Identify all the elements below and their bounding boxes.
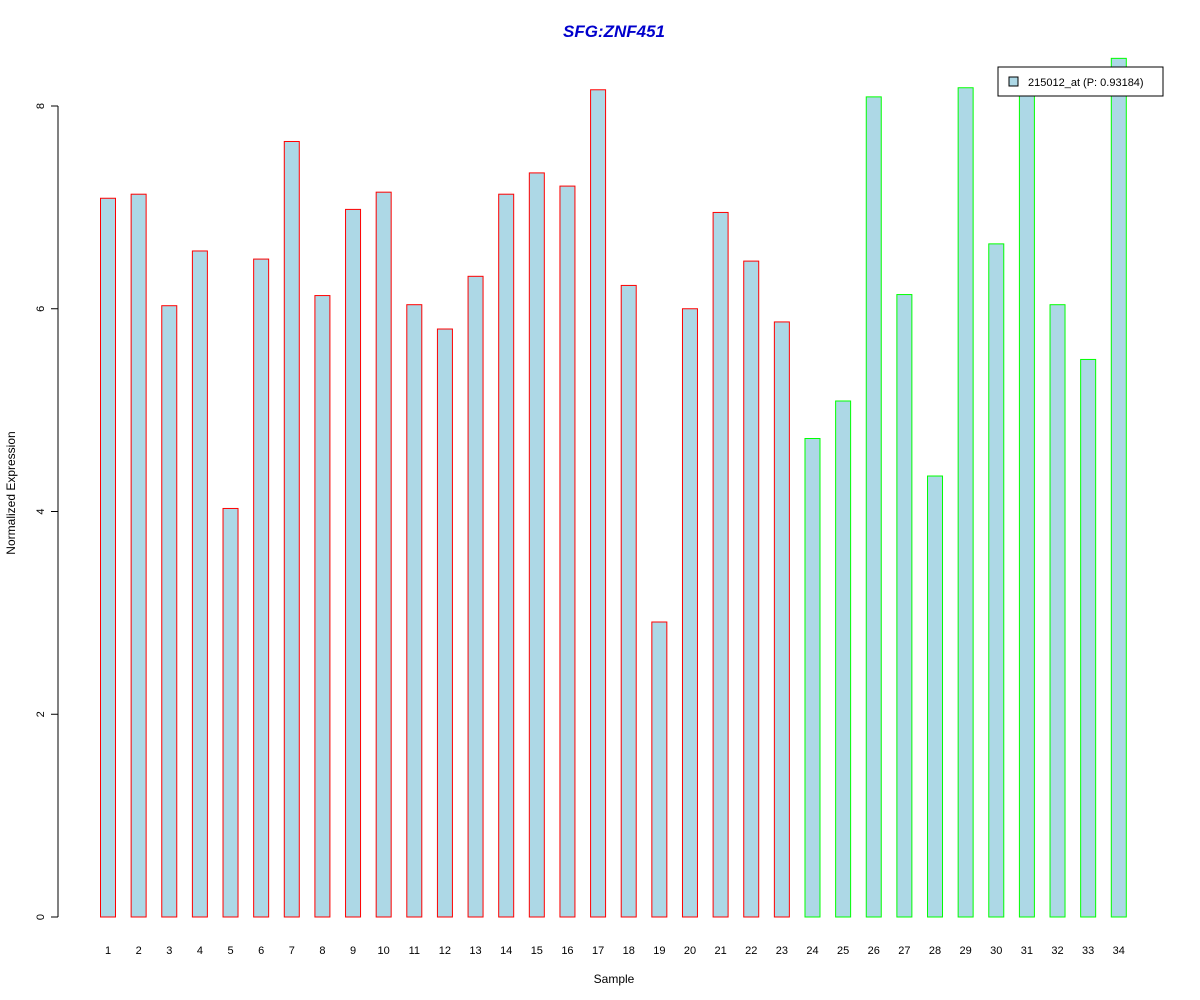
x-tick-label: 14 xyxy=(500,945,512,957)
bar xyxy=(559,185,576,918)
y-tick-label: 8 xyxy=(35,103,47,109)
bar xyxy=(406,304,423,918)
x-tick-label: 18 xyxy=(623,945,635,957)
bar xyxy=(253,258,270,918)
bar xyxy=(130,193,147,918)
x-tick-label: 16 xyxy=(561,945,573,957)
x-tick-label: 20 xyxy=(684,945,696,957)
x-tick-label: 28 xyxy=(929,945,941,957)
x-tick-label: 24 xyxy=(806,945,818,957)
x-tick-label: 15 xyxy=(531,945,543,957)
y-axis: 0 2 4 6 8 xyxy=(35,103,59,920)
x-tick-label: 5 xyxy=(227,945,233,957)
bar xyxy=(773,321,790,918)
bar xyxy=(804,438,821,918)
bar xyxy=(743,260,760,918)
bar xyxy=(191,250,208,918)
bar xyxy=(590,89,607,918)
x-tick-label: 1 xyxy=(105,945,111,957)
y-tick-label: 2 xyxy=(35,711,47,717)
bar xyxy=(988,243,1005,918)
x-tick-label: 13 xyxy=(469,945,481,957)
x-tick-label: 33 xyxy=(1082,945,1094,957)
legend: 215012_at (P: 0.93184) xyxy=(997,66,1164,97)
bar xyxy=(681,308,698,918)
bar xyxy=(498,193,515,918)
x-tick-label: 22 xyxy=(745,945,757,957)
bar xyxy=(222,507,239,918)
x-tick-labels: 1 2 3 4 5 6 7 8 9 10 11 12 13 14 15 16 17 18 19 20 21 22 23 24 2… xyxy=(105,945,1125,957)
bar xyxy=(528,172,545,918)
y-tick-label: 4 xyxy=(35,508,47,514)
legend-label: 215012_at (P: 0.93184) xyxy=(1028,77,1144,89)
x-tick-label: 17 xyxy=(592,945,604,957)
bar xyxy=(835,400,852,918)
bar xyxy=(896,294,913,918)
bars xyxy=(100,57,1127,918)
legend-swatch xyxy=(1008,76,1019,87)
x-tick-label: 12 xyxy=(439,945,451,957)
x-tick-label: 21 xyxy=(714,945,726,957)
bar xyxy=(927,475,944,918)
bar xyxy=(467,275,484,918)
x-tick-label: 19 xyxy=(653,945,665,957)
x-tick-label: 23 xyxy=(776,945,788,957)
x-tick-label: 3 xyxy=(166,945,172,957)
x-tick-label: 10 xyxy=(378,945,390,957)
x-tick-label: 25 xyxy=(837,945,849,957)
bar xyxy=(957,87,974,918)
bar xyxy=(100,197,116,918)
legend-box xyxy=(997,66,1164,97)
bar xyxy=(651,621,668,918)
bar xyxy=(1018,80,1035,918)
x-tick-label: 32 xyxy=(1051,945,1063,957)
x-tick-label: 30 xyxy=(990,945,1002,957)
x-tick-label: 8 xyxy=(319,945,325,957)
x-tick-label: 34 xyxy=(1113,945,1125,957)
x-tick-label: 6 xyxy=(258,945,264,957)
x-tick-label: 11 xyxy=(409,945,420,957)
bar xyxy=(345,208,362,918)
x-tick-label: 2 xyxy=(136,945,142,957)
x-tick-label: 4 xyxy=(197,945,203,957)
y-tick-label: 0 xyxy=(35,914,47,920)
bar xyxy=(712,211,729,918)
chart-title: SFG:ZNF451 xyxy=(563,22,665,41)
bar xyxy=(436,328,453,918)
x-tick-label: 27 xyxy=(898,945,910,957)
bar xyxy=(865,96,882,918)
bar xyxy=(1049,304,1066,918)
bar xyxy=(1080,358,1097,918)
x-tick-label: 29 xyxy=(960,945,972,957)
x-tick-label: 31 xyxy=(1021,945,1033,957)
x-axis-label: Sample xyxy=(594,972,635,986)
y-tick-label: 6 xyxy=(35,306,47,312)
bar xyxy=(620,284,637,918)
bar xyxy=(283,140,300,918)
bar xyxy=(314,295,331,918)
x-tick-label: 7 xyxy=(289,945,295,957)
bar xyxy=(161,305,178,918)
y-axis-label: Normalized Expression xyxy=(4,431,18,554)
x-tick-label: 26 xyxy=(868,945,880,957)
bar xyxy=(1110,57,1127,918)
bar xyxy=(375,191,392,918)
x-tick-label: 9 xyxy=(350,945,356,957)
